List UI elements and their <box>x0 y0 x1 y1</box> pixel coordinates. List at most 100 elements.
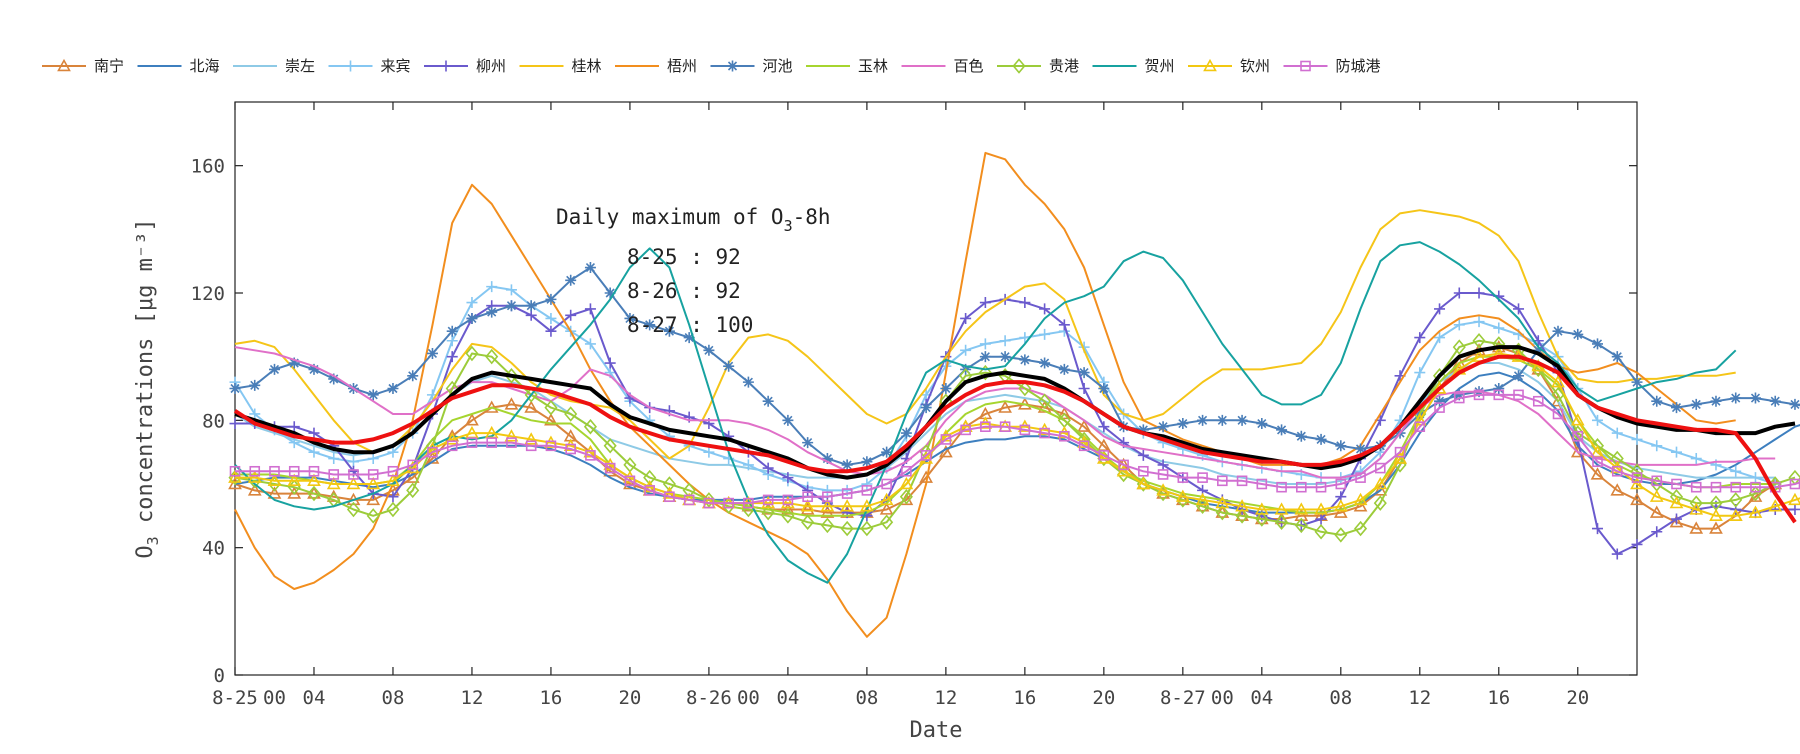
x-tick-label: 00 <box>1211 687 1234 709</box>
x-tick-label: 8-26 <box>686 687 732 709</box>
legend-item: 百色 <box>902 57 984 75</box>
legend-label: 钦州 <box>1240 57 1270 75</box>
data-point <box>1019 297 1030 308</box>
legend-item: 柳州 <box>424 57 506 75</box>
data-point <box>1296 431 1307 442</box>
legend-label: 百色 <box>954 57 984 75</box>
data-point <box>1750 472 1761 483</box>
data-point <box>1079 367 1090 378</box>
x-axis-title: Date <box>910 718 963 743</box>
data-point <box>308 447 319 458</box>
x-tick-label: 20 <box>1566 687 1589 709</box>
data-point <box>585 262 596 273</box>
data-point <box>1750 393 1761 404</box>
data-point <box>1039 329 1050 340</box>
data-point <box>703 345 714 356</box>
data-point <box>980 338 991 349</box>
series <box>235 242 1736 583</box>
data-point <box>545 294 556 305</box>
data-point <box>1316 434 1327 445</box>
legend-label: 河池 <box>763 57 793 75</box>
annotation-title: Daily maximum of O3-8h <box>556 205 831 235</box>
data-point <box>1770 396 1781 407</box>
legend-marker <box>345 61 356 72</box>
data-point <box>387 383 398 394</box>
series <box>235 210 1736 458</box>
legend-item: 防城港 <box>1284 57 1381 75</box>
data-point <box>1632 434 1643 445</box>
data-point <box>1592 338 1603 349</box>
data-point <box>486 307 497 318</box>
x-tick-label: 20 <box>1092 687 1115 709</box>
data-point <box>1237 415 1248 426</box>
data-point <box>1019 354 1030 365</box>
data-point <box>545 313 556 324</box>
annotation-line: 8-27 : 100 <box>627 313 753 337</box>
data-point <box>1059 364 1070 375</box>
data-point <box>723 361 734 372</box>
data-point <box>249 380 260 391</box>
x-tick-label: 04 <box>776 687 799 709</box>
data-point <box>269 364 280 375</box>
data-point <box>1138 450 1149 461</box>
data-point <box>1098 383 1109 394</box>
data-point <box>1612 351 1623 362</box>
x-tick-label: 16 <box>539 687 562 709</box>
legend-item: 河池 <box>711 57 793 75</box>
data-point <box>1079 383 1090 394</box>
legend-item: 贺州 <box>1093 57 1175 75</box>
data-point <box>1553 326 1564 337</box>
x-tick-label: 12 <box>461 687 484 709</box>
y-tick-label: 160 <box>191 156 225 178</box>
legend-label: 来宾 <box>381 57 411 75</box>
data-point <box>407 370 418 381</box>
data-point <box>1493 323 1504 334</box>
legend-label: 贵港 <box>1049 57 1079 75</box>
data-point <box>1256 418 1267 429</box>
data-point <box>782 415 793 426</box>
data-point <box>526 300 537 311</box>
series-line <box>235 242 1736 583</box>
legend-label: 梧州 <box>667 57 697 75</box>
legend-label: 北海 <box>190 57 220 75</box>
data-point <box>447 326 458 337</box>
data-point <box>1000 335 1011 346</box>
x-tick-label: 16 <box>1013 687 1036 709</box>
data-point <box>1197 415 1208 426</box>
data-point <box>1474 288 1485 299</box>
x-tick-label: 04 <box>1250 687 1273 709</box>
data-point <box>1158 421 1169 432</box>
data-point <box>1671 447 1682 458</box>
legend: 南宁北海崇左来宾柳州桂林梧州河池玉林百色贵港贺州钦州防城港 <box>42 57 1381 75</box>
data-point <box>1513 303 1524 314</box>
data-point <box>1651 440 1662 451</box>
legend-item: 北海 <box>138 57 220 75</box>
data-point <box>368 453 379 464</box>
data-point <box>1671 402 1682 413</box>
data-point <box>506 300 517 311</box>
data-point <box>565 275 576 286</box>
data-point <box>1789 399 1800 410</box>
data-point <box>1730 393 1741 404</box>
y-tick-label: 120 <box>191 283 225 305</box>
legend-item: 来宾 <box>329 57 411 75</box>
x-tick-label: 20 <box>618 687 641 709</box>
legend-item: 梧州 <box>615 57 697 75</box>
legend-label: 柳州 <box>476 57 506 75</box>
data-point <box>1710 396 1721 407</box>
data-point <box>980 351 991 362</box>
x-tick-label: 12 <box>934 687 957 709</box>
x-tick-label: 00 <box>737 687 760 709</box>
data-point <box>1513 370 1524 381</box>
legend-label: 崇左 <box>285 57 315 75</box>
data-point <box>1612 428 1623 439</box>
data-point <box>1651 396 1662 407</box>
data-point <box>901 428 912 439</box>
data-point <box>802 437 813 448</box>
data-point <box>1691 453 1702 464</box>
legend-item: 崇左 <box>233 57 315 75</box>
data-point <box>1474 316 1485 327</box>
data-point <box>1632 539 1643 550</box>
x-tick-label: 08 <box>382 687 405 709</box>
